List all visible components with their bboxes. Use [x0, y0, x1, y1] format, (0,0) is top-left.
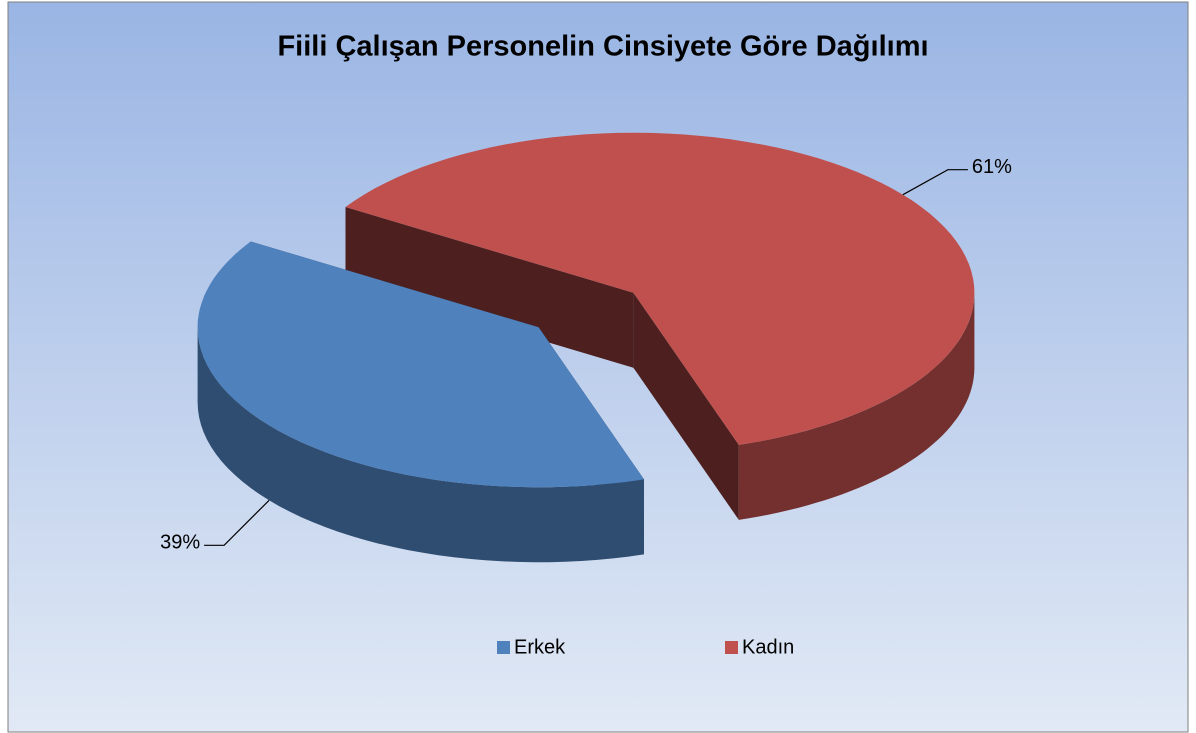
slice-side — [633, 292, 739, 520]
slice — [345, 132, 975, 445]
legend-label: Erkek — [514, 636, 566, 658]
slice-wall — [738, 292, 975, 520]
legend-swatch — [497, 641, 510, 654]
slice-wall — [197, 327, 644, 563]
leader-line — [204, 499, 270, 546]
data-label: 39% — [160, 532, 200, 554]
chart-area — [7, 1, 1189, 733]
legend-swatch — [725, 641, 738, 654]
slice-side — [345, 207, 634, 368]
slice — [197, 241, 644, 488]
leader-line — [902, 169, 968, 196]
legend-label: Kadın — [742, 636, 794, 658]
data-label: 61% — [972, 156, 1012, 178]
chart-title: Fiili Çalışan Personelin Cinsiyete Göre … — [277, 31, 928, 63]
